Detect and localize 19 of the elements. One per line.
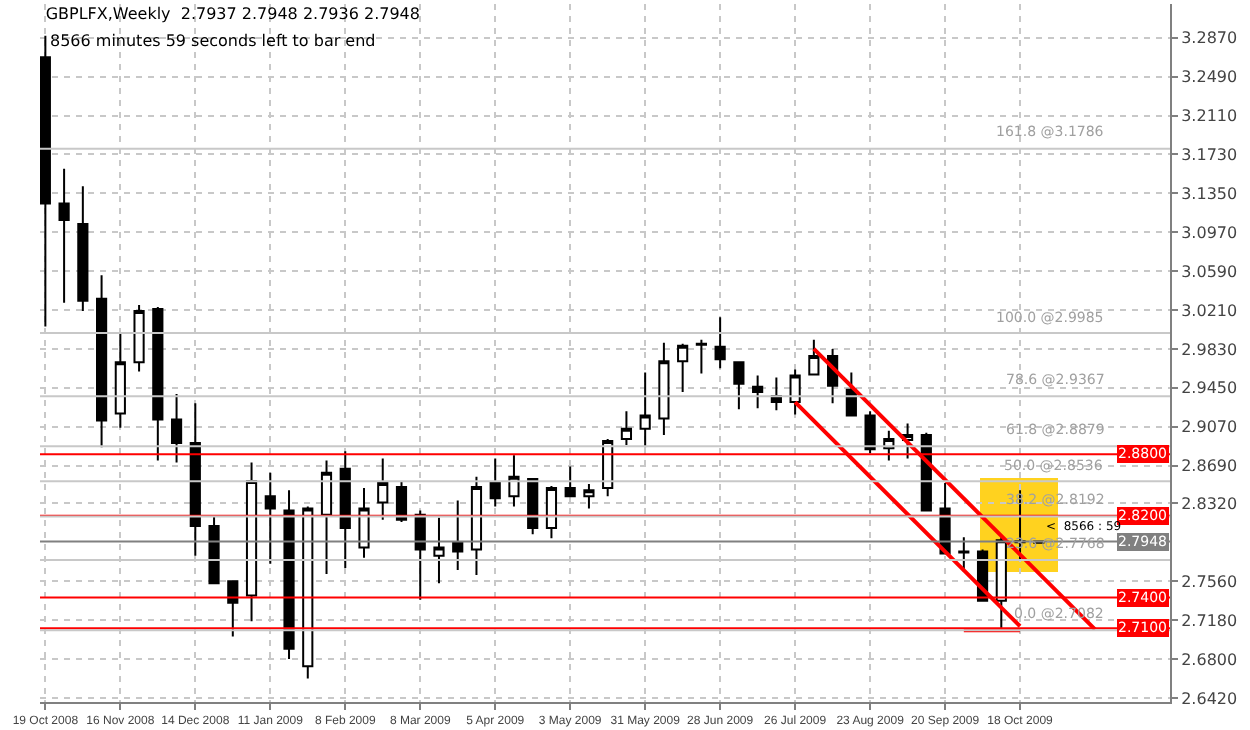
y-tick-label: 2.9070 bbox=[1181, 418, 1238, 437]
y-tick-label: 2.9450 bbox=[1181, 379, 1238, 398]
y-tick-label: 2.7180 bbox=[1181, 611, 1238, 630]
y-tick-label: 2.6800 bbox=[1181, 650, 1238, 669]
y-tick-label: 3.2870 bbox=[1181, 29, 1238, 48]
y-tick-label: 2.8690 bbox=[1181, 457, 1238, 476]
y-tick-label: 2.8320 bbox=[1181, 495, 1238, 514]
y-tick-label: 2.6420 bbox=[1181, 689, 1238, 708]
y-tick-label: 2.9830 bbox=[1181, 340, 1238, 359]
y-tick-label: 3.0970 bbox=[1181, 223, 1238, 242]
y-tick-label: 3.2110 bbox=[1181, 107, 1238, 126]
y-tick-label: 3.1730 bbox=[1181, 146, 1238, 165]
y-tick-label: 3.0590 bbox=[1181, 262, 1238, 281]
y-tick-label: 3.1350 bbox=[1181, 184, 1238, 203]
y-tick-label: 3.0210 bbox=[1181, 301, 1238, 320]
y-tick-label: 3.2490 bbox=[1181, 68, 1238, 87]
y-tick-label: 2.7560 bbox=[1181, 572, 1238, 591]
text: 8566 minutes 59 seconds left to bar end bbox=[50, 32, 376, 50]
chart-title: GBPLFX,Weekly 2.7937 2.7948 2.7936 2.7948 bbox=[45, 5, 420, 24]
